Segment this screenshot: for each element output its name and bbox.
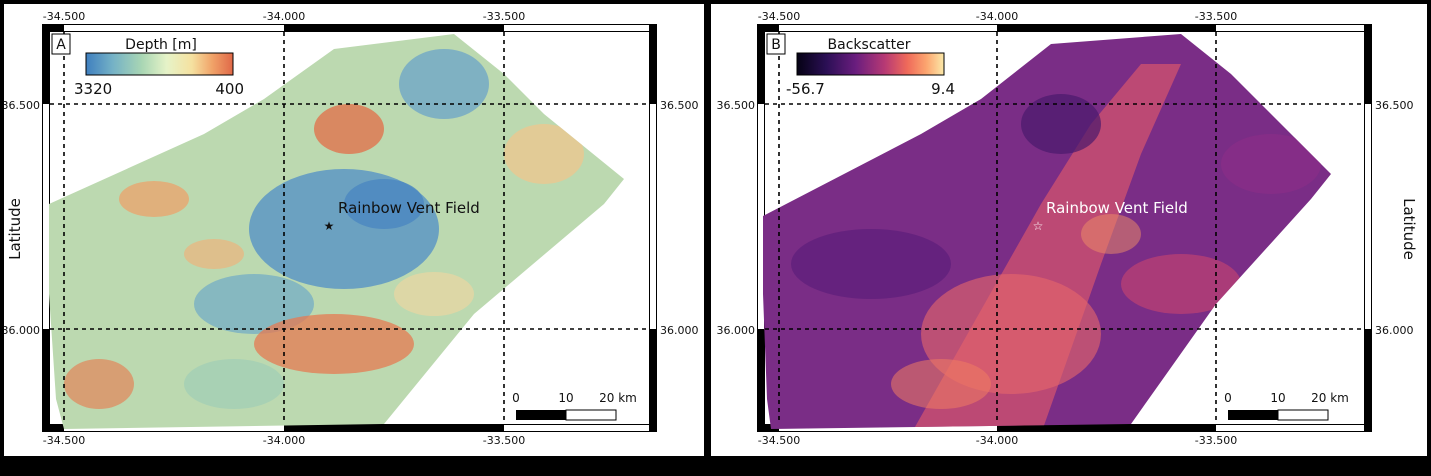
vent-field-label: Rainbow Vent Field — [338, 199, 480, 217]
x-tick-bottom-3: -33.500 — [1195, 434, 1237, 447]
y-tick-right-1: 36.500 — [660, 99, 699, 112]
star-icon: ★ — [324, 219, 335, 233]
scale-bar-black — [516, 410, 566, 420]
scale-label-20: 20 km — [599, 391, 637, 405]
graticule — [765, 32, 1364, 424]
x-tick-top-1: -34.500 — [43, 10, 85, 23]
y-tick-right-2: 36.000 — [1375, 324, 1414, 337]
scale-label-10: 10 — [558, 391, 573, 405]
x-tick-bottom-3: -33.500 — [483, 434, 525, 447]
x-tick-top-3: -33.500 — [1195, 10, 1237, 23]
map-panel-a: -34.500 -34.000 -33.500 -34.500 -34.000 … — [4, 4, 704, 456]
map-panel-b: -34.500 -34.000 -33.500 -34.500 -34.000 … — [711, 4, 1427, 456]
y-tick-left-2: 36.000 — [717, 324, 756, 337]
panel-letter: B — [771, 37, 781, 53]
legend-title: Depth [m] — [125, 37, 197, 53]
legend-min: 3320 — [74, 80, 112, 98]
x-tick-top-2: -34.000 — [263, 10, 305, 23]
vent-field-label: Rainbow Vent Field — [1046, 199, 1188, 217]
bathymetry-swath — [49, 34, 624, 429]
x-tick-bottom-1: -34.500 — [758, 434, 800, 447]
x-tick-top-3: -33.500 — [483, 10, 525, 23]
y-tick-right-2: 36.000 — [660, 324, 699, 337]
star-icon: ☆ — [1033, 219, 1044, 233]
x-tick-bottom-2: -34.000 — [263, 434, 305, 447]
x-tick-top-1: -34.500 — [758, 10, 800, 23]
y-axis-label: Latitude — [6, 198, 24, 260]
legend-min: -56.7 — [786, 80, 825, 98]
scale-label-10: 10 — [1270, 391, 1285, 405]
y-tick-left-1: 36.500 — [717, 99, 756, 112]
x-tick-top-2: -34.000 — [976, 10, 1018, 23]
scale-label-0: 0 — [1224, 391, 1232, 405]
y-tick-right-1: 36.500 — [1375, 99, 1414, 112]
backscatter-colorbar — [796, 52, 945, 76]
frame-bottom — [42, 424, 657, 432]
x-tick-bottom-1: -34.500 — [43, 434, 85, 447]
legend-title: Backscatter — [828, 37, 911, 53]
legend-max: 400 — [215, 80, 244, 98]
depth-colorbar — [85, 52, 234, 76]
scale-bar-white — [1277, 409, 1329, 421]
scale-bar-black — [1228, 410, 1278, 420]
scale-bar-white — [565, 409, 617, 421]
scale-label-0: 0 — [512, 391, 520, 405]
frame-top — [42, 24, 657, 32]
y-tick-left-1: 36.500 — [4, 99, 40, 112]
x-tick-bottom-2: -34.000 — [976, 434, 1018, 447]
graticule — [50, 32, 649, 424]
y-axis-label: Latitude — [1400, 198, 1418, 260]
panel-letter: A — [56, 37, 66, 53]
y-tick-left-2: 36.000 — [4, 324, 40, 337]
legend-max: 9.4 — [931, 80, 955, 98]
scale-label-20: 20 km — [1311, 391, 1349, 405]
